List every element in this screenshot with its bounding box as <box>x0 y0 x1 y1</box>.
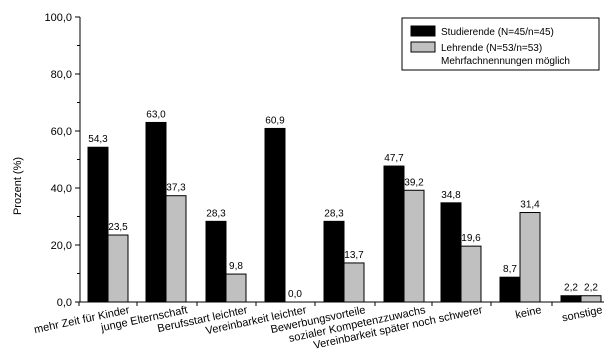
bar-studierende <box>440 202 462 303</box>
data-label: 13,7 <box>344 250 364 261</box>
bar-lehrende <box>460 245 482 303</box>
y-tick-label: 0,0 <box>57 297 72 309</box>
legend-swatch-lehrende <box>410 41 436 53</box>
category-label: keine <box>514 304 542 321</box>
legend: Studierende (N=45/n=45) Lehrende (N=53/n… <box>401 17 600 71</box>
bar-studierende <box>205 220 227 303</box>
data-label: 2,2 <box>584 283 598 294</box>
legend-note: Mehrfachnennungen möglich <box>441 56 570 67</box>
legend-label-lehrende: Lehrende (N=53/n=53) <box>441 43 542 54</box>
y-tick-label: 40,0 <box>51 183 72 195</box>
data-label: 8,7 <box>503 264 517 275</box>
bar-studierende <box>499 276 521 303</box>
bar-lehrende <box>165 195 187 303</box>
bar-studierende <box>323 220 345 303</box>
data-label: 60,9 <box>265 115 285 126</box>
data-label: 39,2 <box>404 177 424 188</box>
bar-studierende <box>87 146 109 303</box>
data-label: 34,8 <box>441 190 461 201</box>
data-label: 28,3 <box>206 208 226 219</box>
y-tick-label: 100,0 <box>44 12 72 24</box>
category-label: sonstige <box>561 304 604 324</box>
data-label: 37,3 <box>166 183 186 194</box>
data-label: 47,7 <box>384 153 404 164</box>
y-axis-title: Prozent (%) <box>12 157 24 215</box>
bar-lehrende <box>519 212 541 303</box>
y-tick-label: 20,0 <box>51 240 72 252</box>
data-label: 9,8 <box>229 261 243 272</box>
data-label: 23,5 <box>108 222 128 233</box>
data-label: 31,4 <box>520 200 540 211</box>
bar-studierende <box>145 121 167 303</box>
y-tick-label: 80,0 <box>51 69 72 81</box>
bar-lehrende <box>107 234 129 303</box>
y-tick-label: 60,0 <box>51 126 72 138</box>
data-label: 0,0 <box>288 289 302 300</box>
bar-lehrende <box>403 189 425 303</box>
bar-studierende <box>560 295 582 303</box>
bar-studierende <box>383 165 405 303</box>
data-label: 28,3 <box>324 208 344 219</box>
bars <box>87 121 602 303</box>
legend-label-studierende: Studierende (N=45/n=45) <box>441 27 554 38</box>
bar-lehrende <box>343 262 365 303</box>
data-label: 2,2 <box>564 283 578 294</box>
data-label: 54,3 <box>88 134 108 145</box>
legend-swatch-studierende <box>410 25 436 37</box>
bar-studierende <box>264 127 286 303</box>
bar-lehrende <box>580 295 602 303</box>
bar-lehrende <box>225 273 247 303</box>
data-label: 63,0 <box>146 109 166 120</box>
data-label: 19,6 <box>461 233 481 244</box>
